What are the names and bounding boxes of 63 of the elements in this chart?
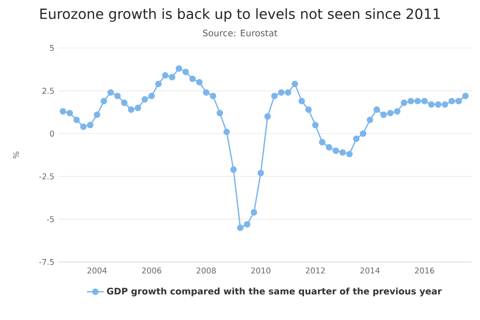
point — [114, 92, 121, 100]
point — [189, 76, 196, 82]
point — [73, 116, 80, 124]
point — [366, 116, 374, 124]
point — [380, 112, 387, 118]
point — [455, 98, 462, 104]
point — [292, 80, 298, 88]
point — [142, 96, 148, 103]
point — [339, 149, 346, 156]
point — [237, 224, 244, 231]
point — [134, 104, 142, 112]
point — [332, 147, 340, 154]
point — [374, 106, 380, 113]
point — [305, 106, 312, 113]
point — [387, 110, 394, 116]
point — [66, 110, 73, 116]
point — [100, 98, 108, 104]
point — [421, 98, 428, 104]
point — [230, 166, 237, 173]
point — [107, 89, 114, 96]
point — [155, 80, 162, 88]
point — [202, 89, 210, 96]
point — [210, 92, 216, 100]
point — [400, 100, 408, 106]
point — [360, 130, 366, 137]
point — [318, 138, 326, 146]
point — [448, 98, 456, 104]
point — [216, 110, 224, 116]
point — [271, 92, 278, 100]
point — [278, 89, 284, 96]
point — [284, 89, 292, 96]
point — [244, 221, 250, 228]
point — [80, 124, 87, 130]
point — [94, 112, 100, 118]
point — [86, 122, 94, 128]
point — [162, 72, 168, 79]
point — [298, 98, 305, 104]
point — [353, 135, 360, 142]
point — [223, 128, 230, 136]
point — [182, 68, 189, 76]
point — [258, 170, 264, 176]
chart-subtitle: Source: Eurostat — [203, 30, 278, 36]
point — [121, 100, 128, 106]
point — [394, 108, 400, 115]
point — [442, 101, 448, 108]
legend-label: GDP growth compared with the same quarter of the previous year — [106, 288, 442, 296]
point — [176, 65, 182, 72]
point — [408, 98, 414, 104]
point — [128, 106, 134, 113]
point — [250, 209, 258, 216]
point — [168, 74, 176, 80]
point — [60, 108, 66, 115]
point — [148, 92, 155, 100]
point — [428, 101, 435, 108]
point — [462, 92, 469, 100]
chart-title: Eurozone growth is back up to levels not seen since 2011 — [40, 8, 440, 22]
point — [346, 150, 353, 158]
point — [196, 78, 203, 86]
point — [414, 98, 421, 104]
point — [312, 122, 319, 128]
point — [326, 144, 332, 151]
point — [264, 113, 271, 120]
point — [434, 101, 442, 108]
